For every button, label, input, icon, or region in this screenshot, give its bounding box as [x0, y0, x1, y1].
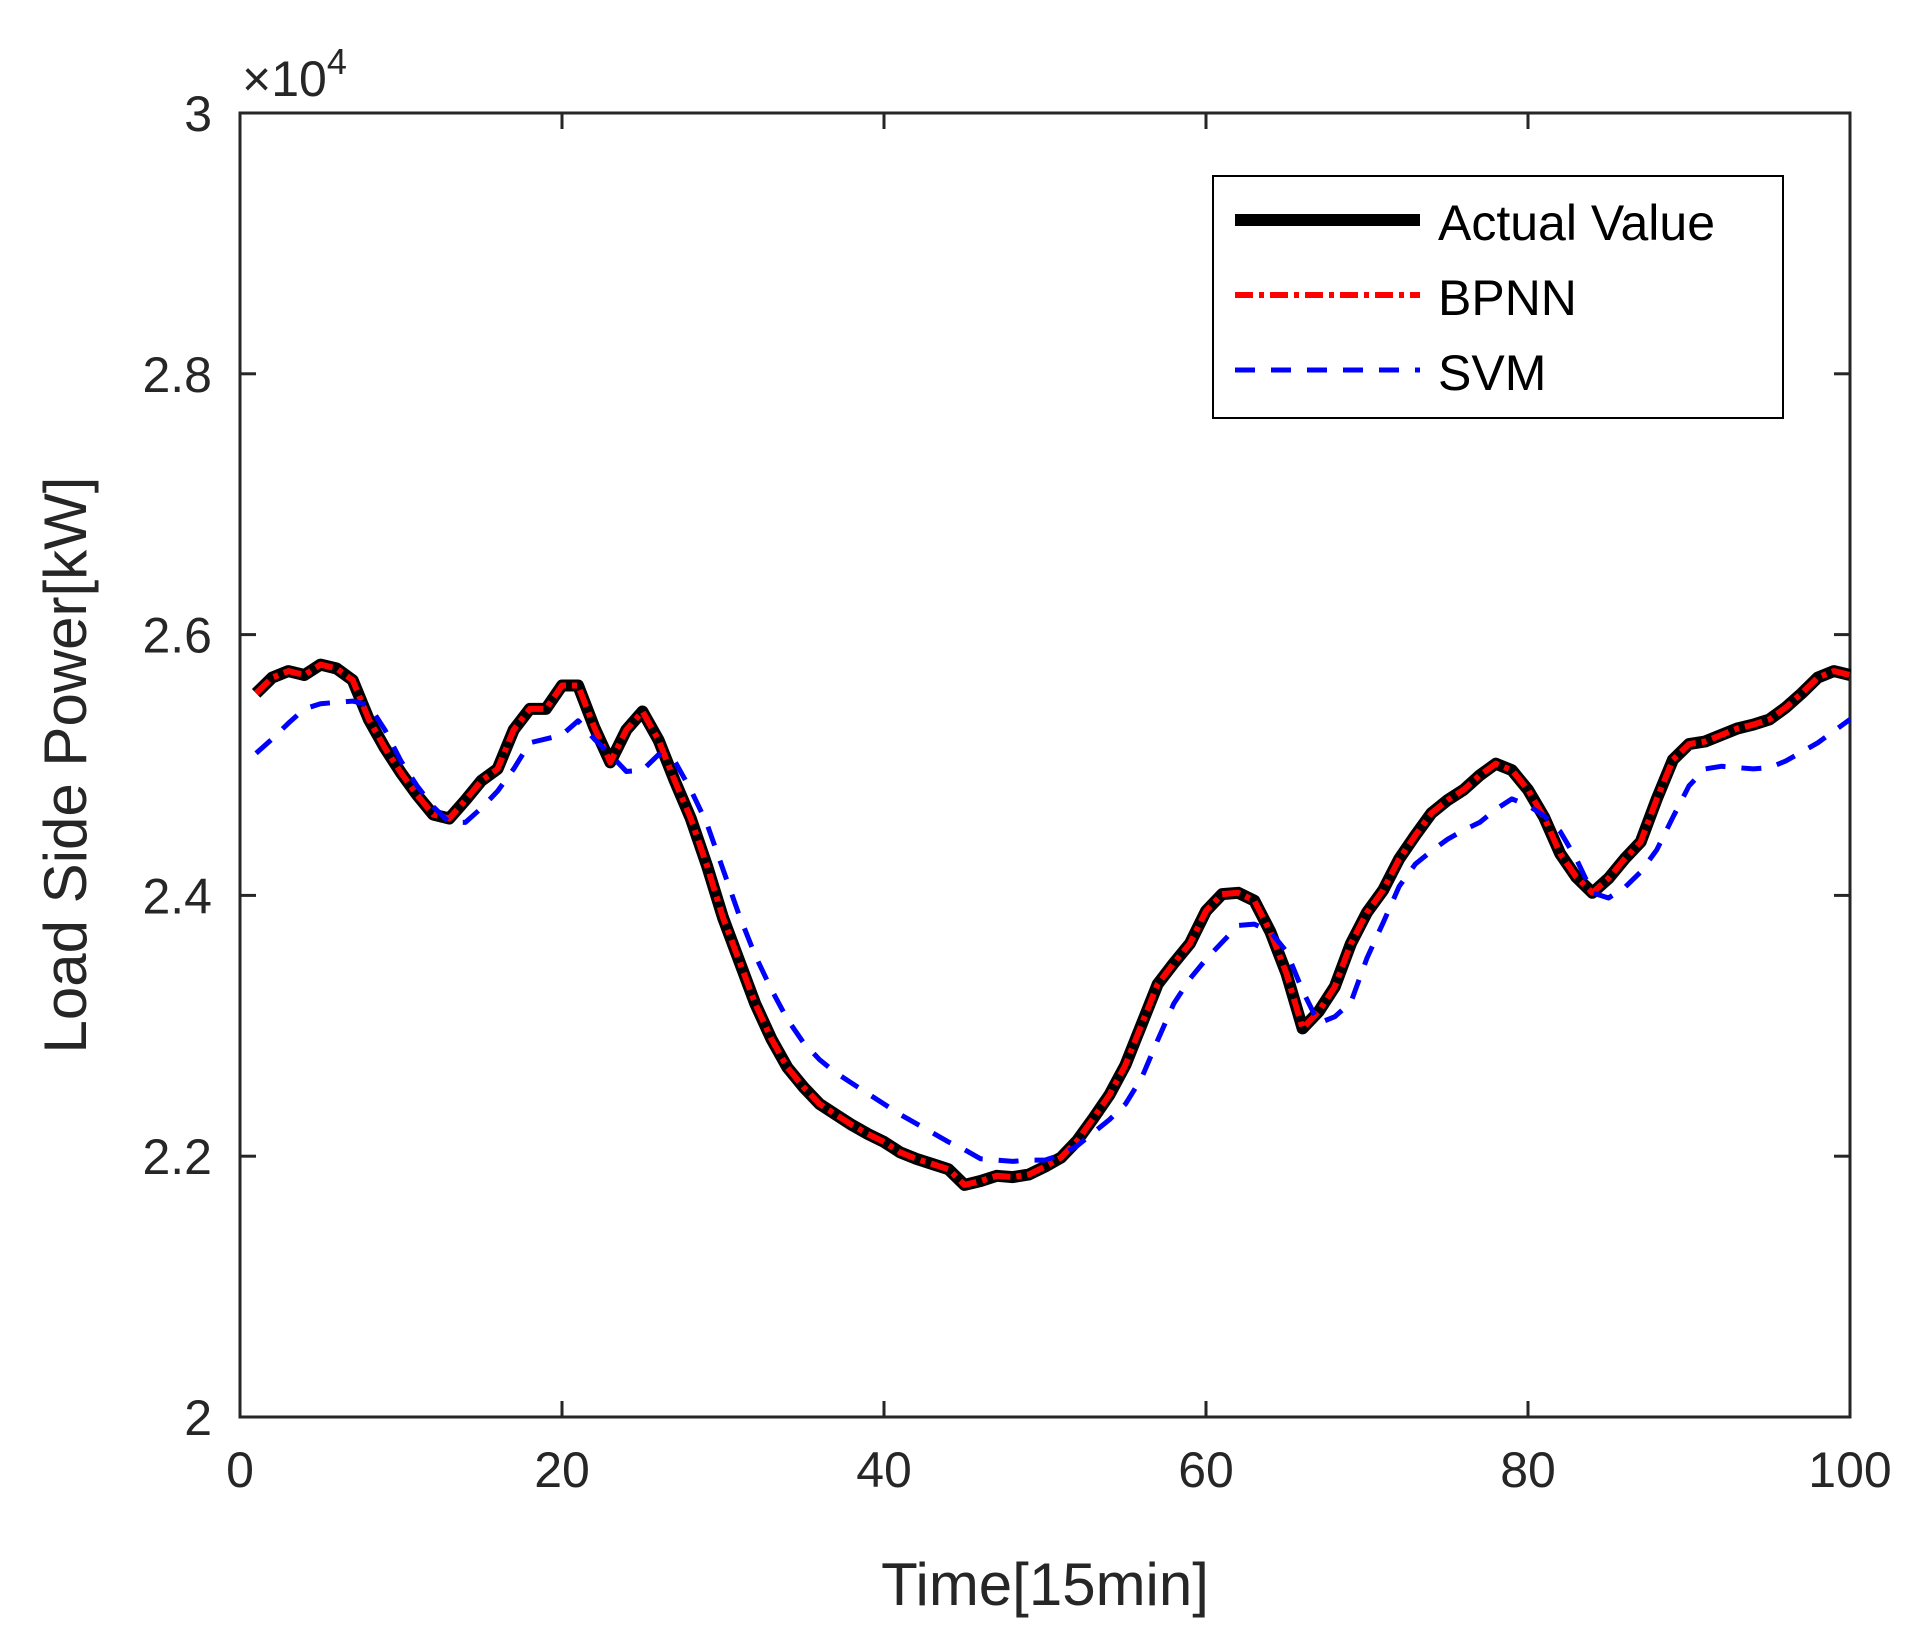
y-tick-label: 2.8: [142, 347, 212, 403]
x-axis-label: Time[15min]: [881, 1551, 1209, 1618]
legend: Actual Value BPNN SVM: [1212, 175, 1784, 419]
legend-label-svm: SVM: [1438, 345, 1546, 401]
y-axis-label: Load Side Power[kW]: [32, 477, 99, 1054]
series-line-bpnn: [254, 661, 1851, 1188]
x-tick-label: 80: [1500, 1442, 1556, 1498]
y-tick-label: 2.4: [142, 868, 212, 924]
y-tick-label: 2.2: [142, 1129, 212, 1185]
series-line-svm: [254, 698, 1852, 1164]
x-tick-label: 40: [856, 1442, 912, 1498]
y-exponent-power: 4: [327, 41, 347, 82]
y-tick-label: 2: [184, 1390, 212, 1446]
y-exponent-base: ×10: [242, 51, 327, 107]
y-tick-label: 3: [184, 86, 212, 142]
x-tick-label: 60: [1178, 1442, 1234, 1498]
legend-label-bpnn: BPNN: [1438, 270, 1577, 326]
y-tick-label: 2.6: [142, 608, 212, 664]
x-tick-label: 20: [534, 1442, 590, 1498]
y-exponent-label: ×104: [242, 41, 347, 107]
series-layer: [251, 658, 1852, 1191]
legend-label-actual: Actual Value: [1438, 195, 1715, 251]
x-tick-label: 100: [1808, 1442, 1891, 1498]
ticks-layer: 0 20 40 60 80 100 2 2.2 2.4 2.6 2.8 3: [142, 86, 1891, 1498]
x-tick-label: 0: [226, 1442, 254, 1498]
